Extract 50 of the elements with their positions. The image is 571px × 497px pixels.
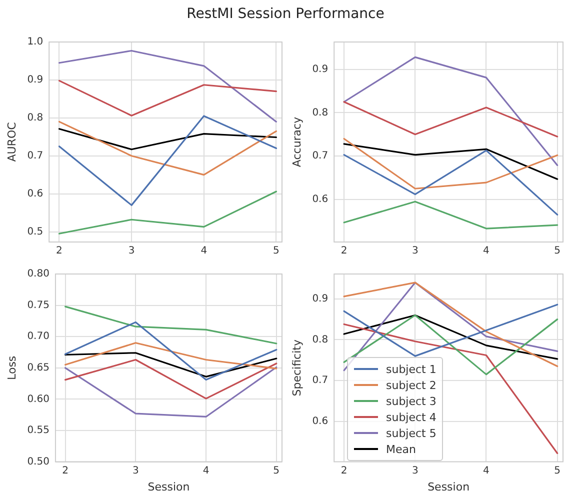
x-axis-title: Session [428,480,470,494]
y-tick-label: 0.5 [27,226,44,238]
y-tick-label: 0.7 [312,150,328,162]
y-tick-label: 0.55 [27,425,50,436]
chart-title: RestMI Session Performance [186,6,386,22]
y-tick-label: 0.75 [27,300,50,311]
y-tick-label: 0.80 [27,268,50,280]
y-axis-title: Loss [5,356,18,380]
x-tick-label: 3 [412,465,418,476]
y-tick-label: 0.65 [27,362,50,374]
legend-label: subject 3 [386,394,436,408]
x-tick-label: 3 [128,246,135,257]
y-tick-label: 0.70 [27,331,50,342]
legend-label: subject 1 [386,362,436,376]
y-tick-label: 0.9 [27,74,44,86]
x-tick-label: 4 [483,246,490,257]
legend-label: subject 2 [386,378,436,392]
y-tick-label: 0.7 [27,150,44,162]
x-tick-label: 4 [483,465,490,476]
y-tick-label: 0.8 [312,334,328,346]
y-tick-label: 0.8 [27,112,44,124]
y-tick-label: 0.60 [27,394,50,405]
y-tick-label: 0.7 [312,375,328,386]
y-tick-label: 0.6 [312,416,328,427]
x-tick-label: 2 [62,465,68,476]
y-tick-label: 0.9 [312,294,328,304]
y-tick-label: 0.6 [27,188,44,200]
x-tick-label: 2 [340,246,348,257]
x-tick-label: 2 [340,465,348,476]
x-tick-label: 4 [202,465,210,476]
y-tick-label: 1.0 [27,36,44,48]
x-tick-label: 4 [200,246,208,257]
x-axis-title: Session [148,480,190,494]
y-tick-label: 0.6 [312,194,328,206]
x-tick-label: 5 [554,465,560,476]
y-axis-title: Accuracy [290,116,304,168]
x-tick-label: 3 [132,465,139,476]
x-tick-label: 3 [412,246,418,257]
legend-label: Mean [386,442,416,456]
legend-label: subject 4 [386,410,436,424]
x-tick-label: 5 [273,465,280,476]
y-tick-label: 0.50 [27,456,50,468]
y-axis-title: Specificity [290,339,304,396]
y-tick-label: 0.9 [312,64,328,75]
x-tick-label: 5 [554,246,560,257]
legend-label: subject 5 [386,426,436,440]
y-axis-title: AUROC [5,122,18,162]
y-tick-label: 0.8 [312,107,328,118]
x-tick-label: 2 [56,246,62,257]
x-tick-label: 5 [273,246,280,257]
